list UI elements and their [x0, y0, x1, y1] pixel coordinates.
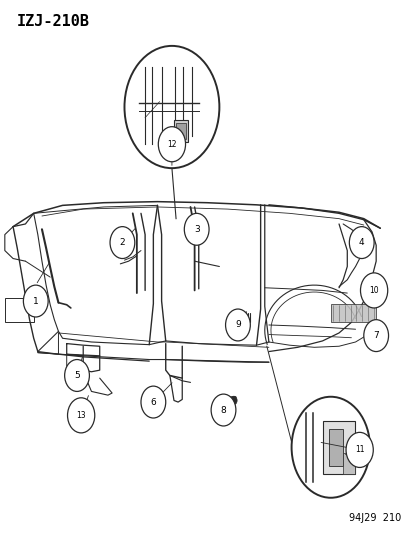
Circle shape [363, 320, 388, 352]
Text: 94J29  210: 94J29 210 [348, 513, 400, 523]
Circle shape [291, 397, 369, 498]
Text: IZJ-210B: IZJ-210B [17, 14, 90, 29]
Circle shape [64, 360, 89, 391]
Circle shape [184, 213, 209, 245]
Circle shape [141, 386, 165, 418]
Circle shape [110, 227, 135, 259]
Circle shape [225, 309, 250, 341]
Text: 2: 2 [119, 238, 125, 247]
Polygon shape [330, 304, 375, 322]
Text: 6: 6 [150, 398, 156, 407]
Polygon shape [173, 120, 188, 142]
Text: 11: 11 [354, 446, 363, 455]
Circle shape [158, 127, 185, 162]
Text: 9: 9 [235, 320, 240, 329]
Text: 5: 5 [74, 371, 80, 380]
Text: 4: 4 [358, 238, 364, 247]
Text: 3: 3 [193, 225, 199, 234]
Text: 8: 8 [220, 406, 226, 415]
Circle shape [211, 394, 235, 426]
Text: 1: 1 [33, 296, 38, 305]
Text: 10: 10 [368, 286, 378, 295]
Polygon shape [176, 123, 186, 139]
Circle shape [23, 285, 48, 317]
Circle shape [230, 396, 237, 405]
Circle shape [345, 432, 373, 467]
Circle shape [67, 398, 95, 433]
Polygon shape [342, 453, 354, 474]
Circle shape [360, 273, 387, 308]
Text: 13: 13 [76, 411, 86, 420]
Polygon shape [322, 421, 354, 474]
Text: 7: 7 [373, 331, 378, 340]
Circle shape [124, 46, 219, 168]
Text: 12: 12 [167, 140, 176, 149]
Circle shape [349, 227, 373, 259]
Polygon shape [328, 429, 342, 466]
